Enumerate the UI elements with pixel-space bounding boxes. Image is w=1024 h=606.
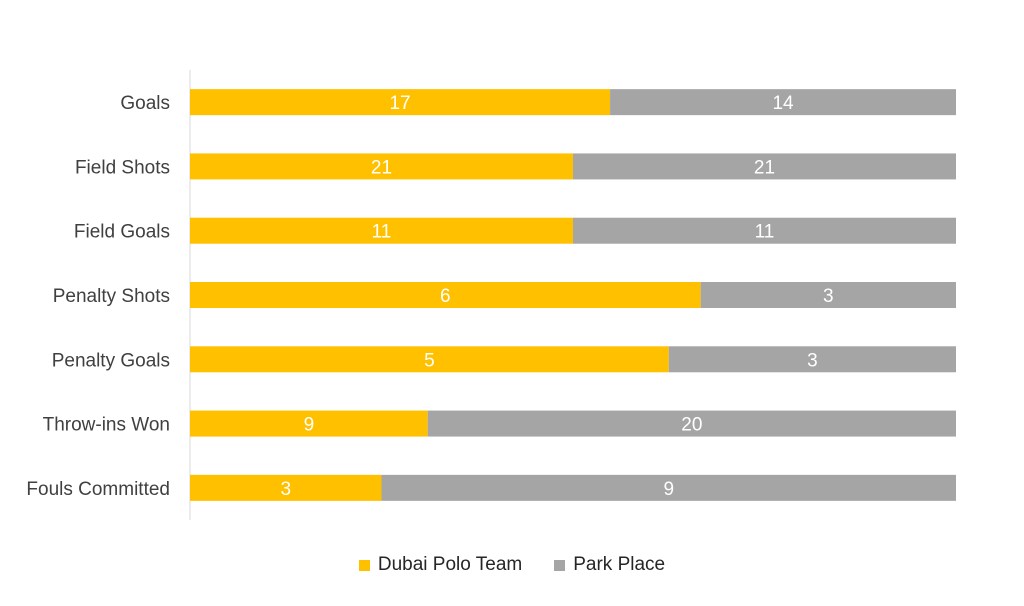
data-label-dubai-polo-team-field-goals: 11 <box>372 222 392 243</box>
bar-park-place-throw-ins-won[interactable] <box>427 410 957 437</box>
bar-park-place-field-goals[interactable] <box>573 217 956 244</box>
bar-dubai-polo-team-field-shots[interactable] <box>190 153 573 180</box>
data-label-park-place-goals: 14 <box>772 93 794 114</box>
legend-label-dubai-polo-team: Dubai Polo Team <box>377 554 523 575</box>
legend-item-dubai-polo-team[interactable]: Dubai Polo Team <box>358 554 523 576</box>
legend-label-park-place: Park Place <box>573 554 666 575</box>
data-label-dubai-polo-team-goals: 17 <box>389 93 410 114</box>
category-label-field-shots: Field Shots <box>75 157 170 178</box>
bar-park-place-fouls-committed[interactable] <box>381 474 957 501</box>
bars-group: Goals 17 14 Field Shots 21 21 Field Goals 11 11 P… <box>26 89 957 501</box>
bar-dubai-polo-team-penalty-goals[interactable] <box>190 346 669 373</box>
legend-swatch-dubai-polo-team <box>358 559 370 571</box>
bar-dubai-polo-team-throw-ins-won[interactable] <box>190 410 428 437</box>
bar-park-place-penalty-goals[interactable] <box>668 346 956 373</box>
bar-dubai-polo-team-field-goals[interactable] <box>190 217 573 244</box>
bar-dubai-polo-team-penalty-shots[interactable] <box>190 282 701 308</box>
data-label-dubai-polo-team-throw-ins-won: 9 <box>304 415 315 436</box>
data-label-park-place-penalty-shots: 3 <box>823 286 834 307</box>
data-label-park-place-throw-ins-won: 20 <box>681 415 702 436</box>
category-label-penalty-goals: Penalty Goals <box>52 350 170 371</box>
category-label-fouls-committed: Fouls Committed <box>26 479 170 500</box>
legend-swatch-park-place <box>554 559 566 571</box>
data-label-dubai-polo-team-fouls-committed: 3 <box>280 479 291 500</box>
category-label-goals: Goals <box>120 93 170 114</box>
data-label-dubai-polo-team-penalty-shots: 6 <box>440 286 451 307</box>
data-label-park-place-field-shots: 21 <box>754 157 775 178</box>
bar-park-place-goals[interactable] <box>610 89 956 116</box>
data-label-park-place-fouls-committed: 9 <box>663 479 674 500</box>
data-label-park-place-penalty-goals: 3 <box>807 350 818 371</box>
category-label-field-goals: Field Goals <box>74 222 170 243</box>
data-label-dubai-polo-team-penalty-goals: 5 <box>424 350 435 371</box>
bar-dubai-polo-team-fouls-committed[interactable] <box>190 474 382 501</box>
data-label-dubai-polo-team-field-shots: 21 <box>371 157 392 178</box>
bar-dubai-polo-team-goals[interactable] <box>190 89 611 116</box>
category-label-throw-ins-won: Throw-ins Won <box>43 415 170 436</box>
bar-park-place-penalty-shots[interactable] <box>700 282 956 308</box>
legend-item-park-place[interactable]: Park Place <box>554 554 665 576</box>
legend: Dubai Polo Team Park Place <box>0 554 1024 576</box>
bar-park-place-field-shots[interactable] <box>573 153 956 180</box>
category-label-penalty-shots: Penalty Shots <box>53 286 170 307</box>
data-label-park-place-field-goals: 11 <box>755 222 775 243</box>
